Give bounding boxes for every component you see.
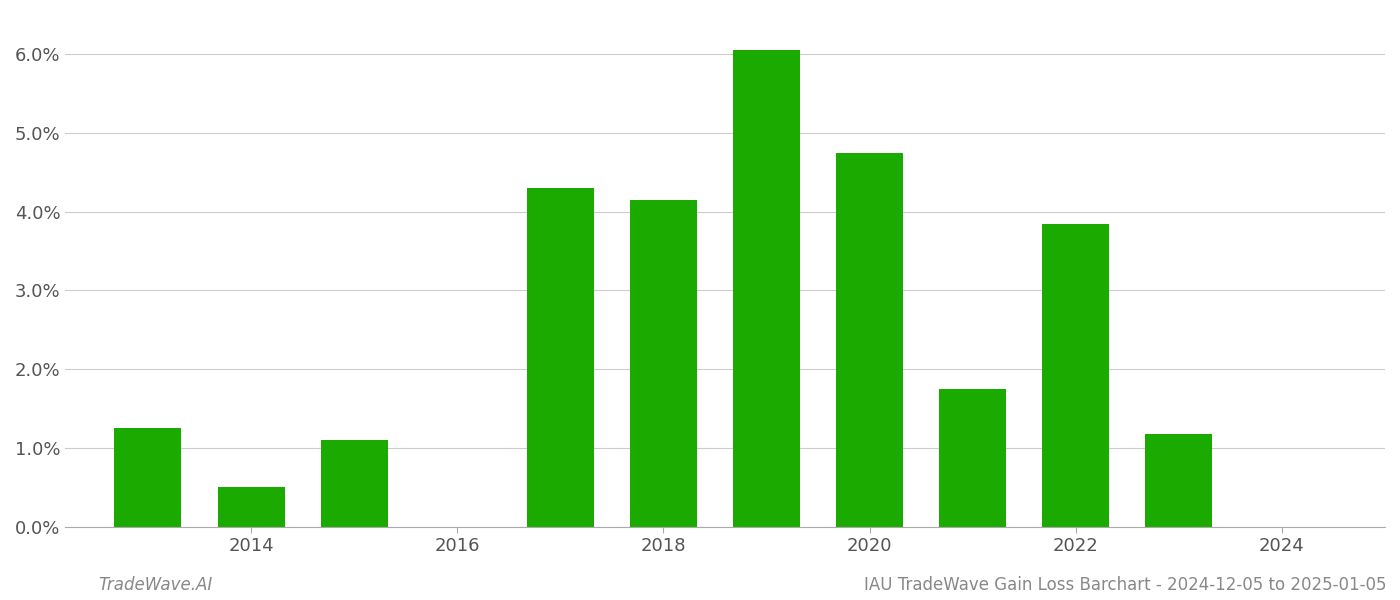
Bar bbox=[526, 188, 594, 527]
Bar bbox=[836, 153, 903, 527]
Bar bbox=[217, 487, 284, 527]
Bar bbox=[734, 50, 799, 527]
Bar bbox=[115, 428, 182, 527]
Bar bbox=[1042, 224, 1109, 527]
Bar bbox=[321, 440, 388, 527]
Bar bbox=[939, 389, 1007, 527]
Text: IAU TradeWave Gain Loss Barchart - 2024-12-05 to 2025-01-05: IAU TradeWave Gain Loss Barchart - 2024-… bbox=[864, 576, 1386, 594]
Bar bbox=[630, 200, 697, 527]
Text: TradeWave.AI: TradeWave.AI bbox=[98, 576, 213, 594]
Bar bbox=[1145, 434, 1212, 527]
